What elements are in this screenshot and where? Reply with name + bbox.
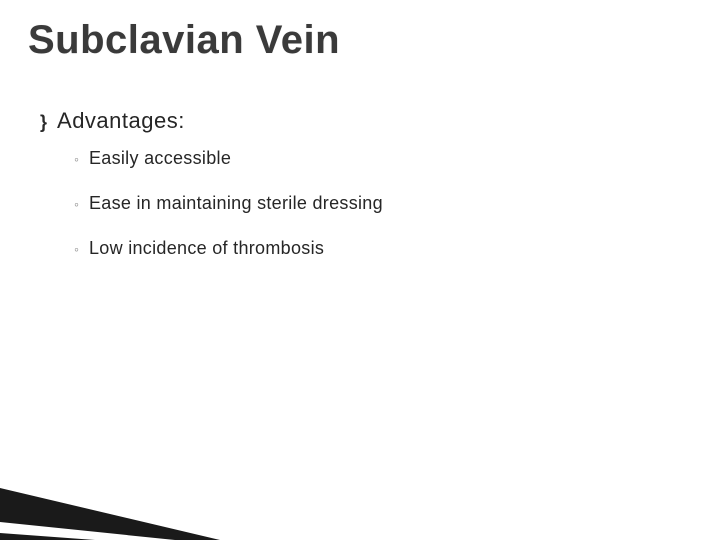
corner-decoration-icon: [0, 470, 240, 540]
bullet-l2-text: Easily accessible: [89, 148, 231, 169]
bullet-l2-text: Low incidence of thrombosis: [89, 238, 324, 259]
bullet-l2-text: Ease in maintaining sterile dressing: [89, 193, 383, 214]
bullet-l1: } Advantages:: [40, 108, 680, 134]
bullet-l2: ◦ Low incidence of thrombosis: [74, 238, 680, 259]
bullet-l2: ◦ Ease in maintaining sterile dressing: [74, 193, 680, 214]
slide-title: Subclavian Vein: [28, 18, 340, 63]
bullet-l2-marker-icon: ◦: [74, 196, 79, 212]
bullet-l2-marker-icon: ◦: [74, 151, 79, 167]
bullet-l1-text: Advantages:: [57, 108, 185, 134]
bullet-l2-marker-icon: ◦: [74, 241, 79, 257]
bullet-l1-marker-icon: }: [40, 110, 47, 134]
content-area: } Advantages: ◦ Easily accessible ◦ Ease…: [40, 108, 680, 283]
slide: Subclavian Vein } Advantages: ◦ Easily a…: [0, 0, 720, 540]
bullet-l2: ◦ Easily accessible: [74, 148, 680, 169]
